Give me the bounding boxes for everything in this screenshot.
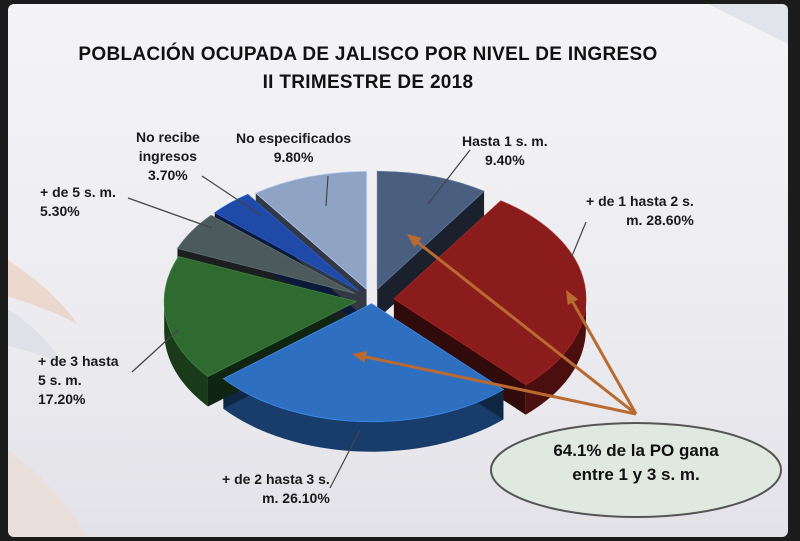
leader-line (201, 175, 263, 217)
leader-line (571, 221, 587, 257)
pie-slice-side (525, 298, 586, 415)
label-mas-de-5: + de 5 s. m. 5.30% (40, 184, 116, 219)
pie-slice-wall (377, 191, 485, 320)
label-de-2-a-3: + de 2 hasta 3 s. m. 26.10% (222, 471, 330, 506)
leader-line (427, 149, 471, 205)
callout-arrow-head (352, 351, 367, 363)
callout-arrow (359, 354, 637, 416)
label-de-3-a-5: + de 3 hasta 5 s. m. 17.20% (38, 353, 119, 407)
pie-slice (222, 303, 505, 423)
leader-line (131, 329, 179, 373)
pie-slice (255, 170, 367, 291)
pie-slice (376, 170, 485, 291)
arrow-group (352, 234, 638, 416)
leader-line (329, 429, 361, 489)
callout-arrow (568, 296, 638, 415)
label-hasta-1: Hasta 1 s. m. 9.40% (462, 133, 548, 168)
callout-arrow-head (566, 290, 579, 306)
label-no-especificados: No especificados 9.80% (236, 130, 352, 165)
pie-slice (163, 256, 358, 377)
pie-slice-side (164, 301, 208, 407)
callout-line-1: 64.1% de la PO gana (553, 441, 719, 460)
label-de-1-a-2: + de 1 hasta 2 s. m. 28.60% (586, 193, 694, 228)
pie-slice (213, 193, 359, 292)
callout-line-2: entre 1 y 3 s. m. (572, 465, 700, 484)
pie-slice (176, 214, 356, 294)
callout-ellipse (490, 422, 782, 518)
chart-subtitle: II TRIMESTRE DE 2018 (262, 72, 474, 93)
pie-slice-side (223, 378, 504, 452)
leader-line (325, 175, 329, 207)
chart-title: POBLACIÓN OCUPADA DE JALISCO POR NIVEL D… (78, 44, 658, 65)
leader-line (127, 197, 213, 229)
leader-lines (127, 149, 587, 489)
slide-decoration (8, 4, 788, 537)
callout-arrow (412, 237, 637, 416)
label-no-recibe: No recibe ingresos 3.70% (136, 129, 200, 183)
callout-bubble (490, 422, 782, 518)
callout-arrow-head (407, 234, 422, 248)
callout-text: 64.1% de la PO gana entre 1 y 3 s. m. (488, 439, 784, 487)
